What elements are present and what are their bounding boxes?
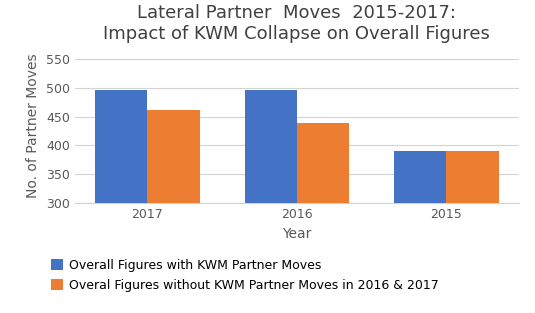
- Y-axis label: No. of Partner Moves: No. of Partner Moves: [27, 53, 41, 198]
- Bar: [446, 151, 499, 203]
- Bar: [394, 151, 446, 203]
- Bar: [244, 90, 297, 203]
- Bar: [297, 123, 349, 203]
- Bar: [95, 90, 148, 203]
- Legend: Overall Figures with KWM Partner Moves, Overal Figures without KWM Partner Moves: Overall Figures with KWM Partner Moves, …: [45, 254, 444, 297]
- Bar: [148, 110, 200, 203]
- X-axis label: Year: Year: [282, 227, 311, 241]
- Title: Lateral Partner  Moves  2015-2017:
Impact of KWM Collapse on Overall Figures: Lateral Partner Moves 2015-2017: Impact …: [103, 4, 491, 43]
